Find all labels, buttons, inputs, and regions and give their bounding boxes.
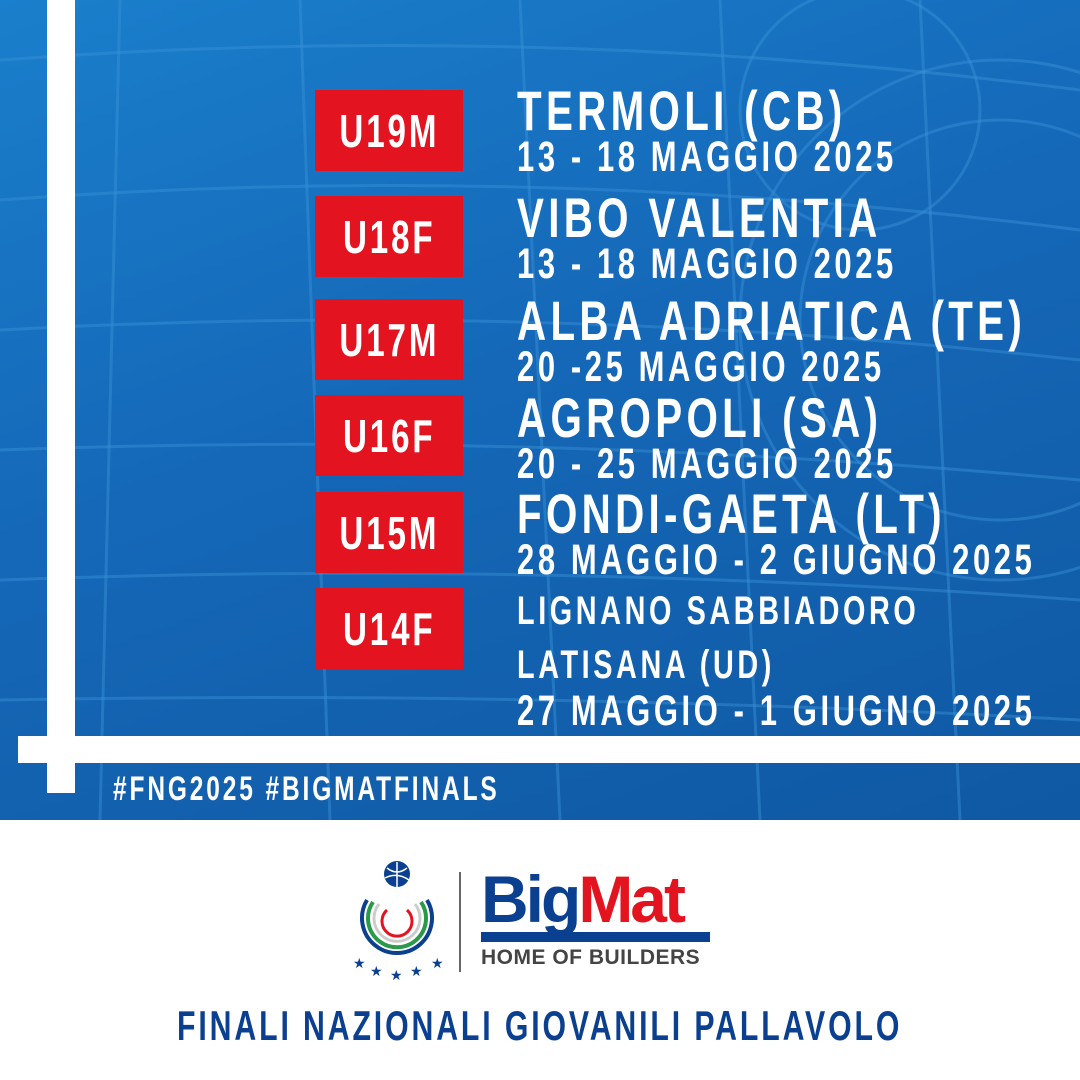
category-badge: U14F <box>315 588 463 669</box>
category-badge: U16F <box>315 395 463 476</box>
svg-text:★: ★ <box>390 967 403 980</box>
court-net-pattern <box>0 0 1080 820</box>
blue-background <box>0 0 1080 820</box>
event-info: LIGNANO SABBIADORO LATISANA (UD) 27 MAGGIO… <box>517 589 1036 735</box>
logo-divider <box>459 872 461 972</box>
event-info: AGROPOLI (SA) 20 - 25 MAGGIO 2025 <box>517 386 897 488</box>
footer-title: FINALI NAZIONALI GIOVANILI PALLAVOLO <box>177 1002 903 1049</box>
event-info: FONDI-GAETA (LT) 28 MAGGIO - 2 GIUGNO 202… <box>517 482 1036 584</box>
vertical-white-bar <box>47 0 75 793</box>
svg-text:★: ★ <box>431 955 444 971</box>
category-badge: U15M <box>315 492 463 573</box>
bigmat-logo: BigMat HOME OF BUILDERS <box>481 866 710 970</box>
svg-text:★: ★ <box>410 963 423 979</box>
svg-text:★: ★ <box>370 963 383 979</box>
horizontal-white-bar <box>18 736 1080 763</box>
fipav-logo: ★ ★ ★ ★ ★ <box>345 860 725 983</box>
category-badge: U18F <box>315 196 463 277</box>
hashtags: #FNG2025 #BIGMATFINALS <box>113 770 500 808</box>
category-badge: U17M <box>315 299 463 380</box>
category-badge: U19M <box>315 90 463 171</box>
event-info: ALBA ADRIATICA (TE) 20 -25 MAGGIO 2025 <box>517 289 1027 391</box>
svg-text:★: ★ <box>353 955 366 971</box>
event-info: VIBO VALENTIA 13 - 18 MAGGIO 2025 <box>517 186 897 288</box>
event-info: TERMOLI (CB) 13 - 18 MAGGIO 2025 <box>517 79 897 181</box>
